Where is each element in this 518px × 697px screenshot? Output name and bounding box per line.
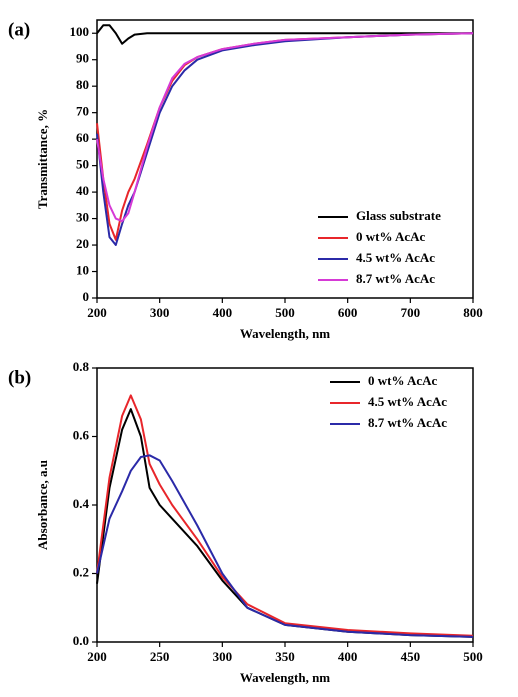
y-tick-label: 0 [83,289,90,304]
x-tick-label: 400 [213,305,233,320]
x-axis-title: Wavelength, nm [240,326,330,341]
y-tick-label: 70 [76,104,89,119]
data-line [96,32,474,246]
y-tick-label: 50 [76,157,89,172]
y-tick-label: 10 [76,263,89,278]
legend-label: 8.7 wt% AcAc [356,271,435,286]
data-line [96,454,474,638]
panel-label: (a) [8,19,30,40]
x-axis-title: Wavelength, nm [240,670,330,685]
x-tick-label: 300 [213,649,233,664]
x-tick-label: 500 [463,649,483,664]
legend-label: 8.7 wt% AcAc [368,415,447,430]
x-tick-label: 200 [87,649,107,664]
legend-label: 0 wt% AcAc [368,373,438,388]
y-tick-label: 30 [76,210,89,225]
data-line [96,32,474,223]
legend-label: 4.5 wt% AcAc [368,394,447,409]
legend-label: Glass substrate [356,208,441,223]
x-tick-label: 350 [275,649,295,664]
data-line [96,394,474,637]
x-tick-label: 450 [401,649,421,664]
y-tick-label: 0.2 [73,564,89,579]
y-axis-title: Transmittance, % [35,109,50,209]
x-tick-label: 700 [401,305,421,320]
y-tick-label: 40 [76,183,89,198]
x-tick-label: 400 [338,649,358,664]
x-tick-label: 500 [275,305,295,320]
x-tick-label: 800 [463,305,483,320]
legend-label: 0 wt% AcAc [356,229,426,244]
panel-label: (b) [8,367,31,388]
y-tick-label: 100 [70,24,90,39]
data-line [96,408,474,638]
y-axis-title: Absorbance, a.u [35,460,50,550]
y-tick-label: 60 [76,130,89,145]
x-tick-label: 200 [87,305,107,320]
y-tick-label: 0.0 [73,633,89,648]
x-tick-label: 300 [150,305,170,320]
x-tick-label: 600 [338,305,358,320]
x-tick-label: 250 [150,649,170,664]
y-tick-label: 0.8 [73,359,90,374]
y-tick-label: 0.4 [73,496,90,511]
plot-frame [96,367,474,643]
data-line [96,24,473,45]
y-tick-label: 20 [76,236,89,251]
y-tick-label: 0.6 [73,427,90,442]
legend-label: 4.5 wt% AcAc [356,250,435,265]
y-tick-label: 90 [76,51,89,66]
y-tick-label: 80 [76,77,89,92]
